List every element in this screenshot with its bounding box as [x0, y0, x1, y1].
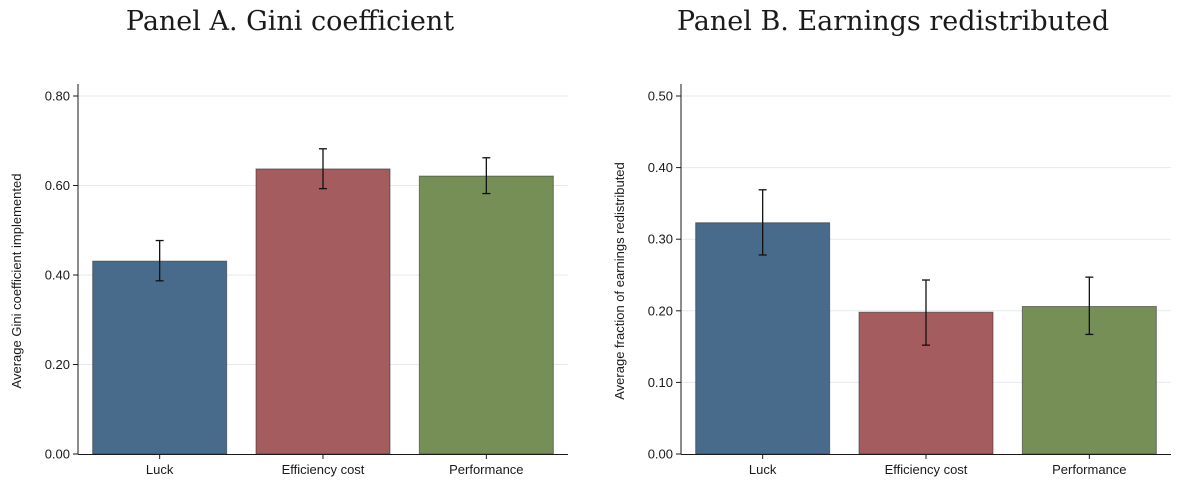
y-tick-label: 0.00 — [45, 447, 70, 462]
x-tick-label: Performance — [1052, 462, 1126, 477]
panel-a-title: Panel A. Gini coefficient — [125, 6, 455, 37]
x-tick-label: Luck — [749, 462, 777, 477]
bar — [418, 175, 554, 455]
bar — [695, 222, 831, 455]
bar — [92, 260, 228, 455]
panel-a: Panel A. Gini coefficient 0.00 0.20 0.40 0.… — [0, 0, 580, 480]
x-tick-label: Efficiency cost — [282, 462, 365, 477]
y-tick-label: 0.40 — [648, 160, 673, 175]
panel-a-chart: 0.00 0.20 0.40 0.60 0.80 Luck Efficiency cost P… — [9, 84, 568, 477]
x-tick-label: Performance — [449, 462, 523, 477]
y-axis-label: Average fraction of earnings redistribut… — [612, 162, 627, 400]
bar — [255, 168, 391, 455]
panel-b-title: Panel B. Earnings redistributed — [676, 6, 1110, 37]
panel-b-chart: 0.00 0.10 0.20 0.30 0.40 0.50 Luck Efficiency c… — [612, 84, 1171, 477]
y-tick-label: 0.60 — [45, 178, 70, 193]
y-tick-label: 0.00 — [648, 447, 673, 462]
y-tick-label: 0.50 — [648, 89, 673, 104]
y-tick-label: 0.40 — [45, 268, 70, 283]
y-axis-label: Average Gini coefficient implemented — [9, 174, 24, 389]
y-tick-label: 0.80 — [45, 89, 70, 104]
y-tick-label: 0.20 — [45, 357, 70, 372]
y-tick-label: 0.20 — [648, 303, 673, 318]
y-tick-label: 0.30 — [648, 232, 673, 247]
x-tick-label: Efficiency cost — [885, 462, 968, 477]
x-tick-label: Luck — [146, 462, 174, 477]
panel-b: Panel B. Earnings redistributed 0.00 0.10… — [603, 0, 1183, 480]
y-tick-label: 0.10 — [648, 375, 673, 390]
